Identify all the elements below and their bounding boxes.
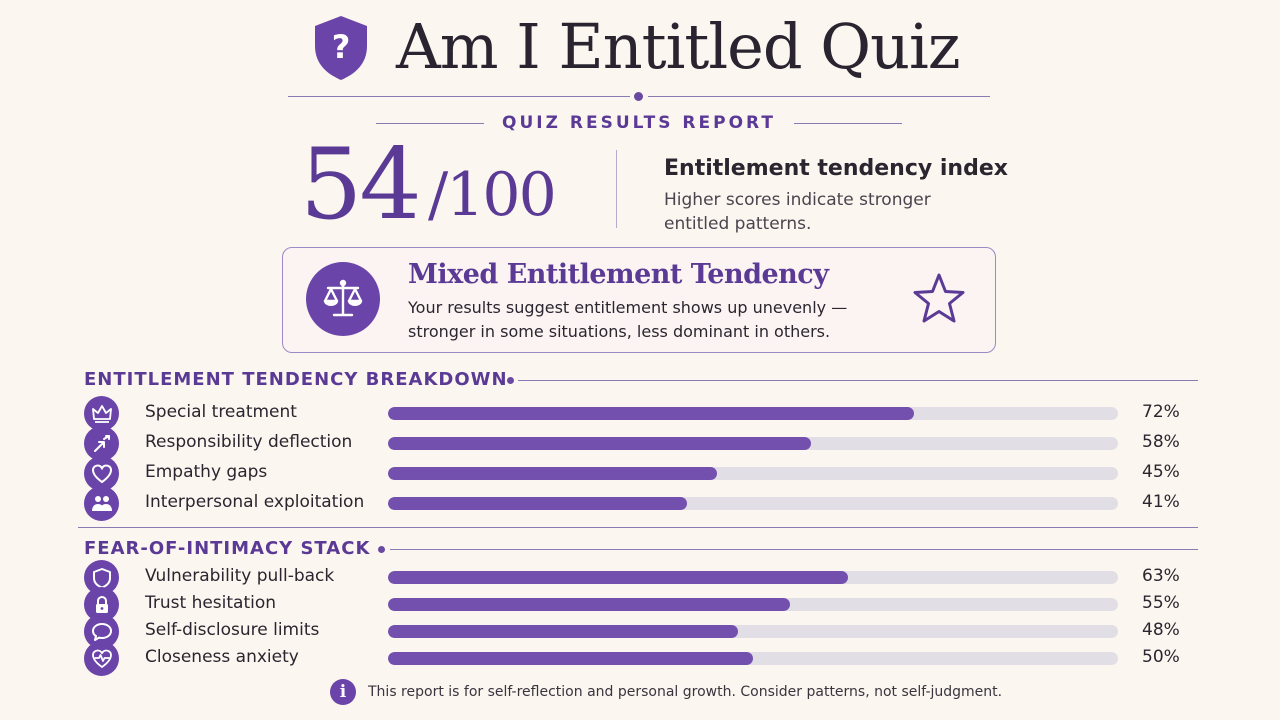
row-percent: 50% (1142, 647, 1180, 667)
row-label: Empathy gaps (145, 462, 268, 482)
result-description: Your results suggest entitlement shows u… (408, 298, 848, 341)
intimacy-section-title: FEAR-OF-INTIMACY STACK (84, 538, 371, 559)
progress-track (388, 598, 1118, 611)
title-divider-dot (634, 92, 643, 101)
score-divider (616, 150, 617, 228)
result-card (282, 247, 996, 353)
progress-fill (388, 467, 717, 480)
title-divider-right (648, 96, 990, 97)
section-rule (518, 380, 1198, 381)
progress-fill (388, 437, 812, 450)
progress-track (388, 467, 1118, 480)
star-icon (910, 270, 968, 328)
heart-icon (84, 456, 119, 491)
progress-track (388, 652, 1118, 665)
intimacy-row-trust-hesitation: Trust hesitation 55% (0, 587, 1280, 622)
row-percent: 63% (1142, 566, 1180, 586)
section-separator (78, 527, 1198, 528)
row-percent: 45% (1142, 462, 1180, 482)
heart-pulse-icon (84, 641, 119, 676)
entitlement-row-interpersonal-exploitation: Interpersonal exploitation 41% (0, 486, 1280, 521)
report-subtitle: QUIZ RESULTS REPORT (502, 113, 776, 133)
entitlement-section-title: ENTITLEMENT TENDENCY BREAKDOWN (84, 369, 508, 390)
footer-disclaimer: This report is for self-reflection and p… (368, 684, 1003, 700)
row-percent: 72% (1142, 402, 1180, 422)
row-label: Closeness anxiety (145, 647, 299, 667)
row-label: Special treatment (145, 402, 297, 422)
progress-track (388, 437, 1118, 450)
row-label: Vulnerability pull-back (145, 566, 335, 586)
progress-fill (388, 625, 739, 638)
score-max: /100 (428, 160, 557, 230)
info-icon: i (330, 679, 356, 705)
svg-text:?: ? (332, 28, 351, 66)
intimacy-row-vulnerability-pull-back: Vulnerability pull-back 63% (0, 560, 1280, 595)
title-divider-left (288, 96, 630, 97)
entitlement-row-responsibility-deflection: Responsibility deflection 58% (0, 426, 1280, 461)
score-value: 54 (300, 128, 422, 242)
row-label: Self-disclosure limits (145, 620, 320, 640)
entitlement-row-special-treatment: Special treatment 72% (0, 396, 1280, 431)
intimacy-row-closeness-anxiety: Closeness anxiety 50% (0, 641, 1280, 676)
row-percent: 55% (1142, 593, 1180, 613)
subtitle-rule-right (794, 123, 902, 124)
progress-fill (388, 407, 914, 420)
progress-fill (388, 571, 848, 584)
progress-fill (388, 497, 688, 510)
row-label: Interpersonal exploitation (145, 492, 365, 512)
section-rule (390, 549, 1198, 550)
progress-track (388, 571, 1118, 584)
row-label: Responsibility deflection (145, 432, 353, 452)
progress-fill (388, 598, 790, 611)
index-description: Higher scores indicate stronger entitled… (664, 190, 931, 234)
shield-question-icon: ? (312, 14, 370, 82)
deflect-arrows-icon (84, 426, 119, 461)
progress-fill (388, 652, 753, 665)
row-percent: 48% (1142, 620, 1180, 640)
page-title: Am I Entitled Quiz (396, 10, 960, 83)
subtitle-rule-left (376, 123, 484, 124)
scales-icon (306, 262, 380, 336)
row-percent: 41% (1142, 492, 1180, 512)
section-dot (507, 377, 514, 384)
section-dot (378, 546, 385, 553)
crown-icon (84, 396, 119, 431)
progress-track (388, 625, 1118, 638)
progress-track (388, 497, 1118, 510)
row-label: Trust hesitation (145, 593, 277, 613)
progress-track (388, 407, 1118, 420)
intimacy-row-self-disclosure-limits: Self-disclosure limits 48% (0, 614, 1280, 649)
result-title: Mixed Entitlement Tendency (408, 259, 829, 290)
index-title: Entitlement tendency index (664, 156, 1008, 181)
entitlement-row-empathy-gaps: Empathy gaps 45% (0, 456, 1280, 491)
row-percent: 58% (1142, 432, 1180, 452)
people-icon (84, 486, 119, 521)
